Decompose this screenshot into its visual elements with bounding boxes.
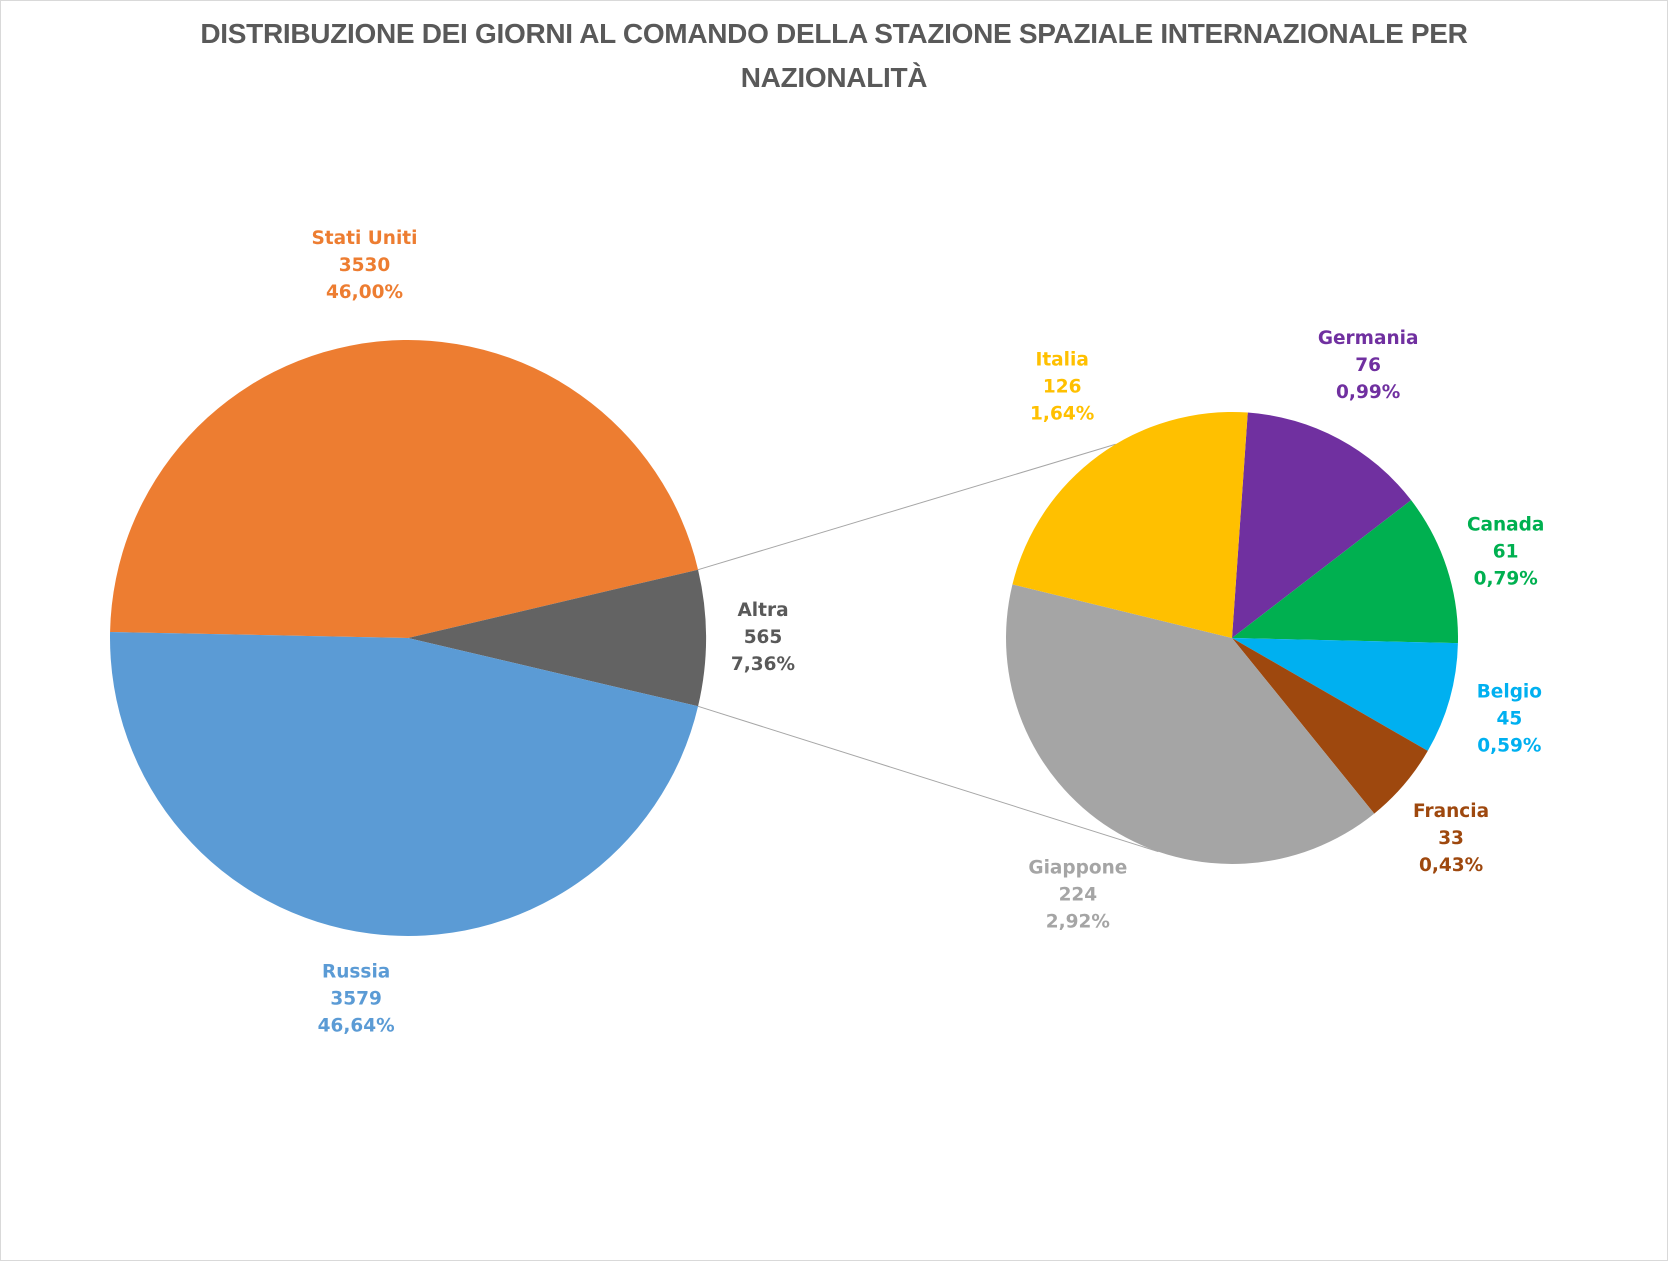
connector-line-bottom [697,705,1159,853]
data-labels: Stati Uniti 3530 46,00% Altra 565 7,36% Russia… [311,228,1544,1037]
data-label-canada: Canada 61 0,79% [1467,514,1544,589]
data-label-giappone: Giappone 224 2,92% [1028,857,1127,932]
secondary-pie [1006,412,1458,864]
pie-slice-germania [1232,412,1412,638]
data-label-altra: Altra 565 7,36% [731,600,795,675]
main-pie [110,340,706,936]
data-label-francia: Francia 33 0,43% [1413,801,1489,876]
chart-title: DISTRIBUZIONE DEI GIORNI AL COMANDO DELL… [200,18,1468,93]
pie-slice-belgio [1232,638,1458,751]
pie-slice-stati-uniti [110,340,699,638]
data-label-belgio: Belgio 45 0,59% [1477,682,1542,757]
data-label-italia: Italia 126 1,64% [1030,349,1094,424]
pie-slice-giappone [1006,584,1375,864]
data-label-russia: Russia 3579 46,64% [318,961,395,1036]
connector-line-top [697,443,1116,571]
pie-slice-canada [1232,500,1458,644]
pie-slice-italia [1012,412,1248,638]
pie-slice-francia [1232,638,1428,814]
data-label-germania: Germania 76 0,99% [1318,328,1419,403]
data-label-stati-uniti: Stati Uniti 3530 46,00% [311,228,417,303]
pie-slice-russia [110,632,699,936]
pie-slice-altra [408,569,706,707]
connector-lines [697,443,1159,853]
